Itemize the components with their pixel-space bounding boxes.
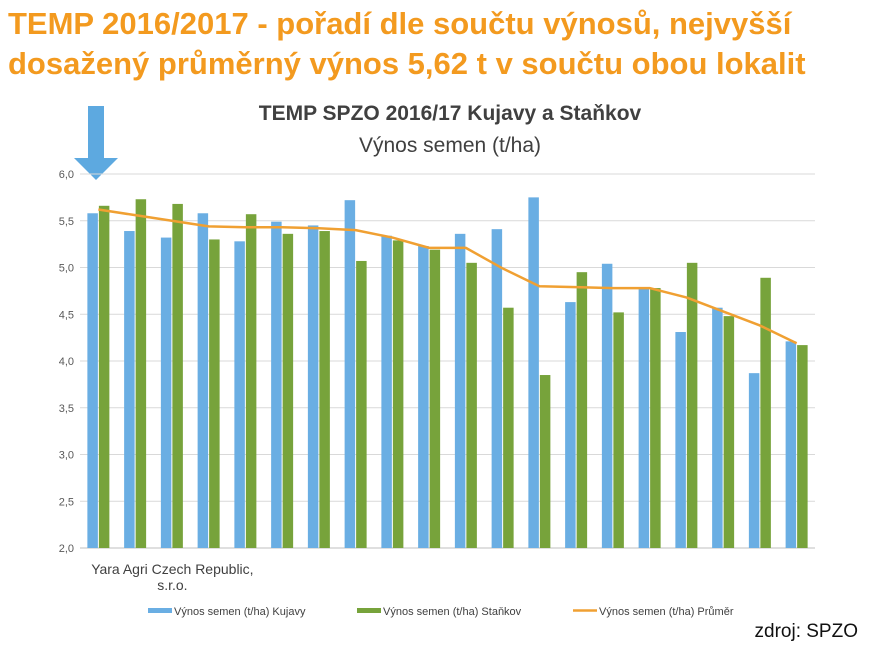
bar-kujavy [197,213,209,548]
headline-line-2: dosažený průměrný výnos 5,62 t v součtu … [8,46,806,81]
bar-stankov [613,312,624,548]
bar-kujavy [87,213,98,548]
bar-stankov [135,199,147,548]
bar-kujavy [601,263,613,548]
x-category-label: Yara Agri Czech Republic, [91,561,253,577]
chart-title: TEMP SPZO 2016/17 Kujavy a Staňkov [259,102,642,125]
bar-stankov [429,249,441,549]
bar-stankov [172,203,183,549]
bar-kujavy [638,288,650,548]
y-tick-label: 5,0 [59,263,74,275]
legend-label: Výnos semen (t/ha) Průměr [599,606,734,618]
bar-stankov [723,316,735,548]
y-tick-label: 4,0 [59,356,74,368]
bar-stankov [245,214,257,548]
bar-stankov [209,239,220,548]
bar-kujavy [418,245,429,548]
source-note: zdroj: SPZO [754,621,858,642]
y-tick-label: 3,0 [59,450,74,462]
bar-kujavy [307,225,319,549]
x-category-label-line2: s.r.o. [157,577,187,593]
bar-kujavy [344,200,356,548]
y-tick-label: 5,5 [59,216,74,228]
bar-stankov [319,231,330,548]
legend-swatch [357,608,381,613]
bar-kujavy [675,332,686,548]
y-tick-label: 3,5 [59,403,74,415]
bar-kujavy [271,221,282,548]
bar-stankov [576,272,588,548]
bar-stankov [282,233,294,548]
y-tick-label: 2,5 [59,496,74,508]
bar-stankov [539,375,551,548]
bar-stankov [356,260,367,548]
bar-kujavy [454,233,466,548]
bar-stankov [760,277,771,548]
bar-stankov [686,262,698,548]
bar-kujavy [528,197,539,548]
y-tick-label: 4,5 [59,309,74,321]
bar-stankov [797,345,808,548]
chart-subtitle: Výnos semen (t/ha) [359,134,541,157]
bar-stankov [503,307,514,548]
bar-kujavy [748,373,760,548]
y-tick-label: 2,0 [59,543,74,555]
legend-label: Výnos semen (t/ha) Staňkov [383,606,522,618]
legend-label: Výnos semen (t/ha) Kujavy [174,606,306,618]
bar-kujavy [785,341,797,548]
down-arrow-icon [74,106,118,180]
bar-kujavy [234,241,245,548]
headline-line-1: TEMP 2016/2017 - pořadí dle součtu výnos… [8,6,792,41]
line-prumer [98,208,798,345]
bar-kujavy [712,307,723,548]
bar-stankov [98,205,110,549]
bar-stankov [650,288,661,548]
bar-stankov [392,240,404,548]
headline: TEMP 2016/2017 - pořadí dle součtu výnos… [8,4,884,84]
bar-stankov [466,262,477,548]
bar-kujavy [381,235,392,548]
bar-kujavy [160,237,172,548]
bar-kujavy [565,302,576,548]
y-tick-label: 6,0 [59,169,74,181]
legend-swatch [148,608,172,613]
bar-kujavy [124,231,135,548]
bar-kujavy [491,229,503,549]
